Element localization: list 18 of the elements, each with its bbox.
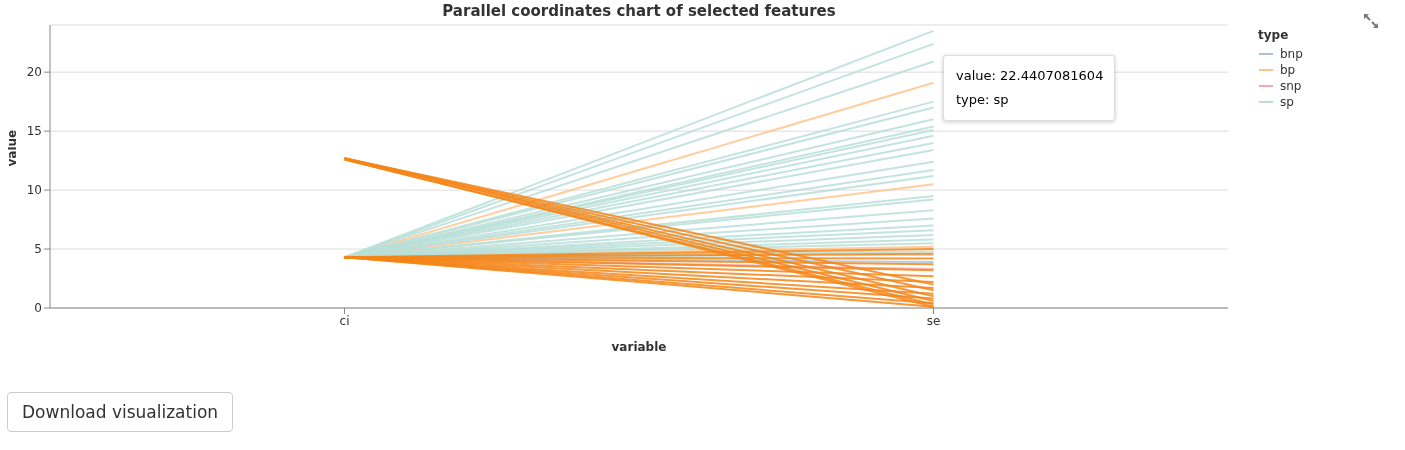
chart-title: Parallel coordinates chart of selected features [441, 2, 837, 20]
y-tick-label: 5 [34, 242, 42, 257]
annotation: value: 22.4407081604 [956, 67, 1105, 85]
y-tick-label: 0 [34, 301, 42, 316]
legend-label: bnp [1280, 47, 1303, 61]
text: Download visualization [7, 392, 234, 432]
y-axis-title: value [5, 129, 20, 167]
x-axis-title: variable [611, 340, 667, 354]
x-tick-label: se [926, 313, 941, 328]
legend-label: snp [1280, 79, 1302, 93]
legend-title: type [1258, 28, 1290, 42]
annotation: type: sp [956, 91, 1010, 109]
legend-label: bp [1280, 63, 1296, 77]
y-tick-label: 20 [26, 65, 42, 80]
y-tick-label: 10 [26, 183, 42, 198]
legend-label: sp [1280, 95, 1294, 109]
x-tick-label: ci [339, 313, 350, 328]
y-tick-label: 15 [26, 124, 42, 139]
